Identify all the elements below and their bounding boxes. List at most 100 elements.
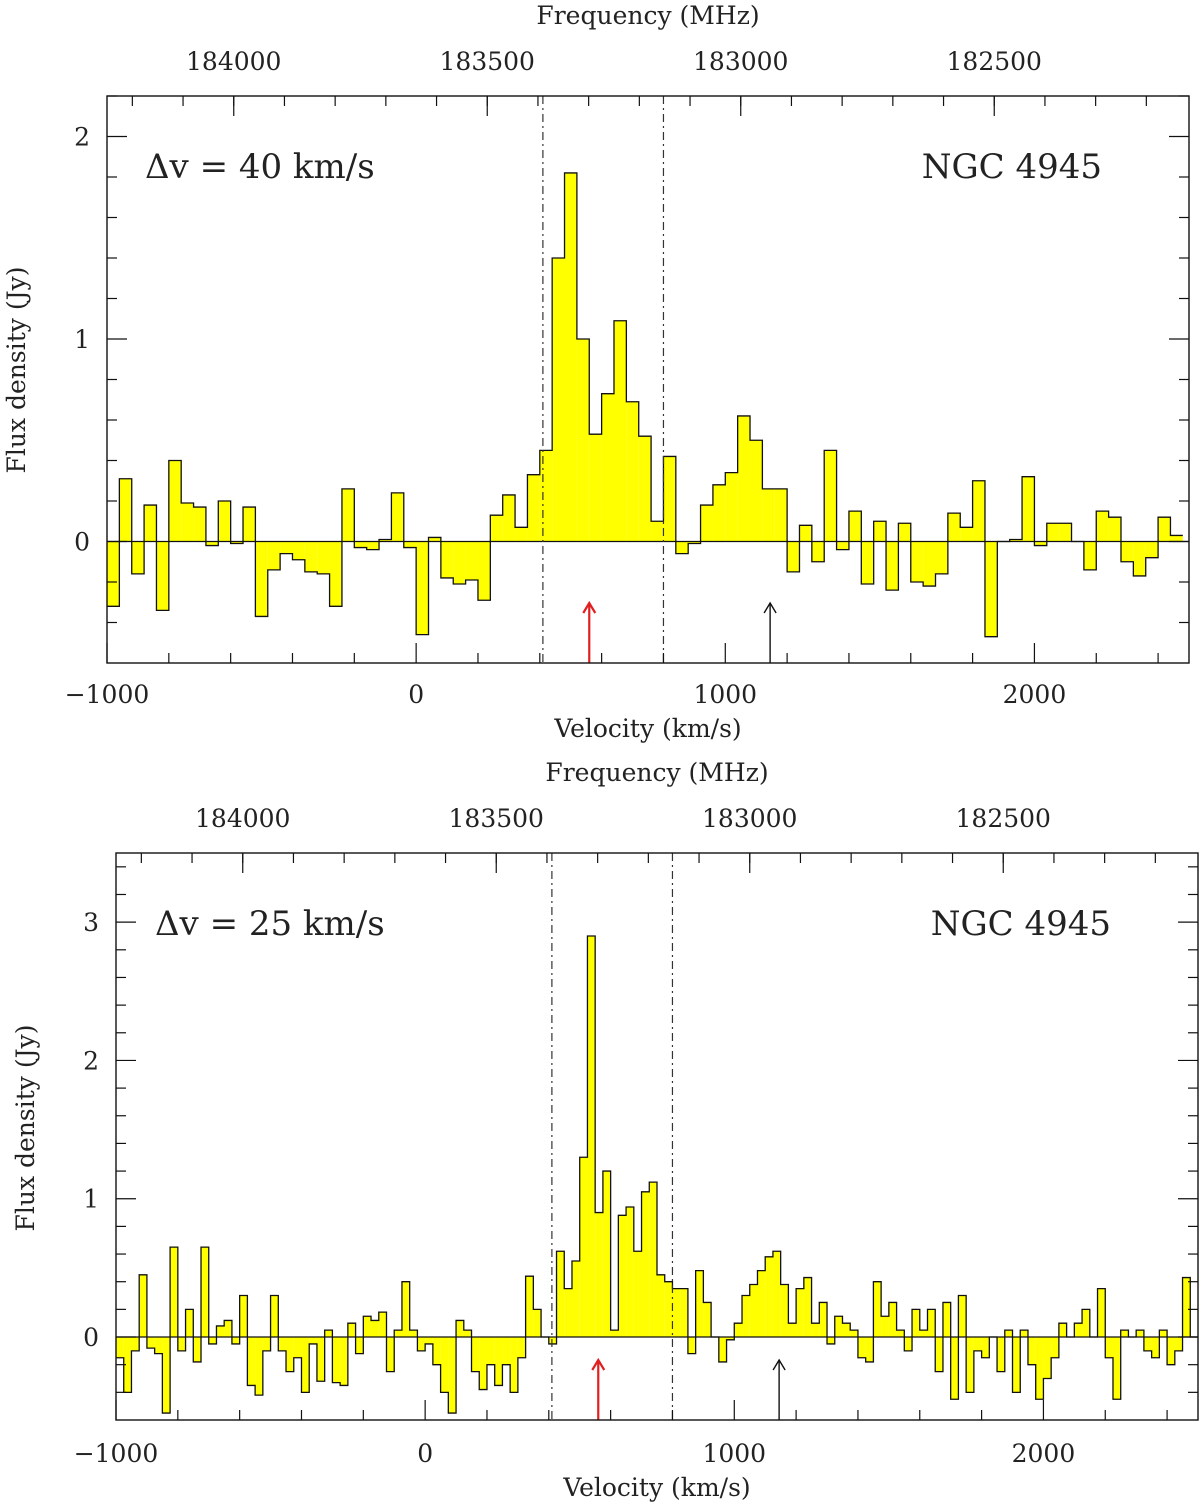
bottom-freq-tick-label: 182500 xyxy=(956,804,1051,833)
top-flux-ticks: 0 1 2 xyxy=(74,123,90,557)
bottom-channel-bar xyxy=(564,1288,572,1338)
bottom-channel-bar xyxy=(888,1302,897,1338)
bottom-freq-tick-label: 183500 xyxy=(449,804,544,833)
bottom-channel-bar xyxy=(1027,1337,1036,1365)
bottom-spectrum-plot xyxy=(115,852,1199,1421)
top-freq-tick-label: 183500 xyxy=(440,47,535,76)
bottom-channel-bar xyxy=(842,1323,851,1338)
bottom-channel-bar xyxy=(749,1284,758,1338)
top-channel-bar xyxy=(515,527,528,542)
bottom-channel-bar xyxy=(641,1191,650,1338)
top-freq-axis-label: Frequency (MHz) xyxy=(536,1,759,30)
bottom-channel-bar xyxy=(633,1251,642,1338)
top-channel-bar xyxy=(787,541,800,572)
bottom-flux-tick-label: 1 xyxy=(83,1185,99,1214)
top-channel-bar xyxy=(675,541,689,554)
top-channel-bar xyxy=(1133,541,1146,576)
top-channel-bar xyxy=(737,415,751,542)
top-channel-bar xyxy=(1022,476,1035,542)
top-black-arrowhead xyxy=(763,601,777,614)
top-channel-bar xyxy=(811,541,825,562)
bottom-channel-bar xyxy=(208,1337,217,1344)
bottom-channel-bar xyxy=(811,1323,820,1338)
bottom-channel-bar xyxy=(772,1251,781,1338)
top-channel-bar xyxy=(366,541,380,550)
bottom-channel-bar xyxy=(293,1337,302,1358)
bottom-channel-bar xyxy=(1082,1309,1090,1338)
top-channel-bar xyxy=(440,541,454,578)
bottom-channel-bar xyxy=(355,1337,364,1354)
bottom-channel-bar xyxy=(664,1281,673,1338)
bottom-channel-bar xyxy=(231,1337,240,1344)
top-channel-bar xyxy=(861,541,874,585)
bottom-channel-bar xyxy=(680,1288,688,1338)
bottom-channel-bar xyxy=(857,1337,866,1358)
bottom-channel-bar xyxy=(409,1330,418,1338)
bottom-black-arrowhead xyxy=(772,1358,786,1371)
bottom-channel-bar xyxy=(827,1337,835,1344)
bottom-channel-bar xyxy=(595,1212,603,1338)
top-channel-bar xyxy=(824,450,837,542)
top-channel-bar xyxy=(391,492,404,542)
top-channel-bar xyxy=(205,541,219,546)
top-channel-bar xyxy=(428,537,441,542)
top-channel-bar xyxy=(762,488,775,542)
bottom-channel-bar xyxy=(1020,1330,1028,1338)
top-channel-bar xyxy=(984,541,998,637)
top-channel-bar xyxy=(243,507,256,542)
top-channel-bar xyxy=(848,511,862,542)
bottom-channel-bar xyxy=(1097,1288,1106,1338)
bottom-channel-bar xyxy=(896,1330,905,1338)
top-channel-bar xyxy=(193,507,206,542)
bottom-channel-bar xyxy=(904,1337,913,1351)
bottom-channel-bar xyxy=(1143,1337,1152,1351)
top-channel-bar xyxy=(552,258,565,542)
top-channel-bar xyxy=(317,541,330,574)
top-channel-bar xyxy=(502,494,516,542)
top-velocity-tick-label: 0 xyxy=(408,680,424,709)
top-channel-bar xyxy=(589,434,602,542)
top-channel-bar xyxy=(218,501,231,542)
bottom-channel-bar xyxy=(718,1337,727,1362)
top-channel-bar xyxy=(663,456,676,542)
bottom-channel-bar xyxy=(394,1330,402,1338)
bottom-channel-bar xyxy=(185,1309,194,1338)
bottom-channel-bar xyxy=(510,1337,518,1393)
bottom-channel-bar xyxy=(401,1281,410,1338)
bottom-channel-bar xyxy=(363,1316,372,1338)
bottom-channel-bar xyxy=(139,1274,147,1338)
bottom-channel-bar xyxy=(981,1337,990,1358)
bottom-freq-tick-label: 183000 xyxy=(702,804,797,833)
bottom-channel-bar xyxy=(216,1325,225,1338)
bottom-channel-bar xyxy=(834,1316,843,1338)
bottom-channel-bar xyxy=(819,1302,828,1338)
top-galaxy-name: NGC 4945 xyxy=(922,147,1102,187)
bottom-channel-bar xyxy=(571,1260,580,1338)
bottom-channel-bar xyxy=(224,1320,232,1338)
bottom-channel-bar xyxy=(927,1309,936,1338)
bottom-channel-bar xyxy=(309,1337,317,1344)
top-channel-bar xyxy=(329,541,342,607)
top-channel-bar xyxy=(168,460,182,542)
bottom-flux-tick-label: 0 xyxy=(83,1323,99,1352)
top-channel-bar xyxy=(107,541,120,607)
top-channel-bar xyxy=(1170,535,1183,542)
bottom-channel-bar xyxy=(417,1337,426,1351)
bottom-channel-bar xyxy=(1151,1337,1160,1358)
bottom-channel-bar xyxy=(146,1337,155,1349)
bottom-channel-bar xyxy=(1136,1330,1144,1338)
bottom-channel-bar xyxy=(726,1337,735,1340)
bottom-channel-bar xyxy=(116,1337,124,1358)
top-channel-bar xyxy=(886,541,899,591)
bottom-velocity-ticks: −1000 0 1000 2000 xyxy=(74,1439,1076,1468)
bottom-channel-bar xyxy=(966,1337,974,1393)
bottom-channel-bar xyxy=(278,1337,287,1351)
bottom-channel-bar xyxy=(440,1337,449,1393)
top-freq-tick-label: 184000 xyxy=(186,47,281,76)
bottom-plot-frame xyxy=(115,852,1199,1421)
top-channel-bar xyxy=(156,541,169,611)
top-channel-bar xyxy=(379,539,392,542)
bottom-channel-bar xyxy=(556,1251,565,1338)
bottom-channel-bar xyxy=(1174,1337,1183,1351)
bottom-velocity-tick-label: 0 xyxy=(417,1439,433,1468)
